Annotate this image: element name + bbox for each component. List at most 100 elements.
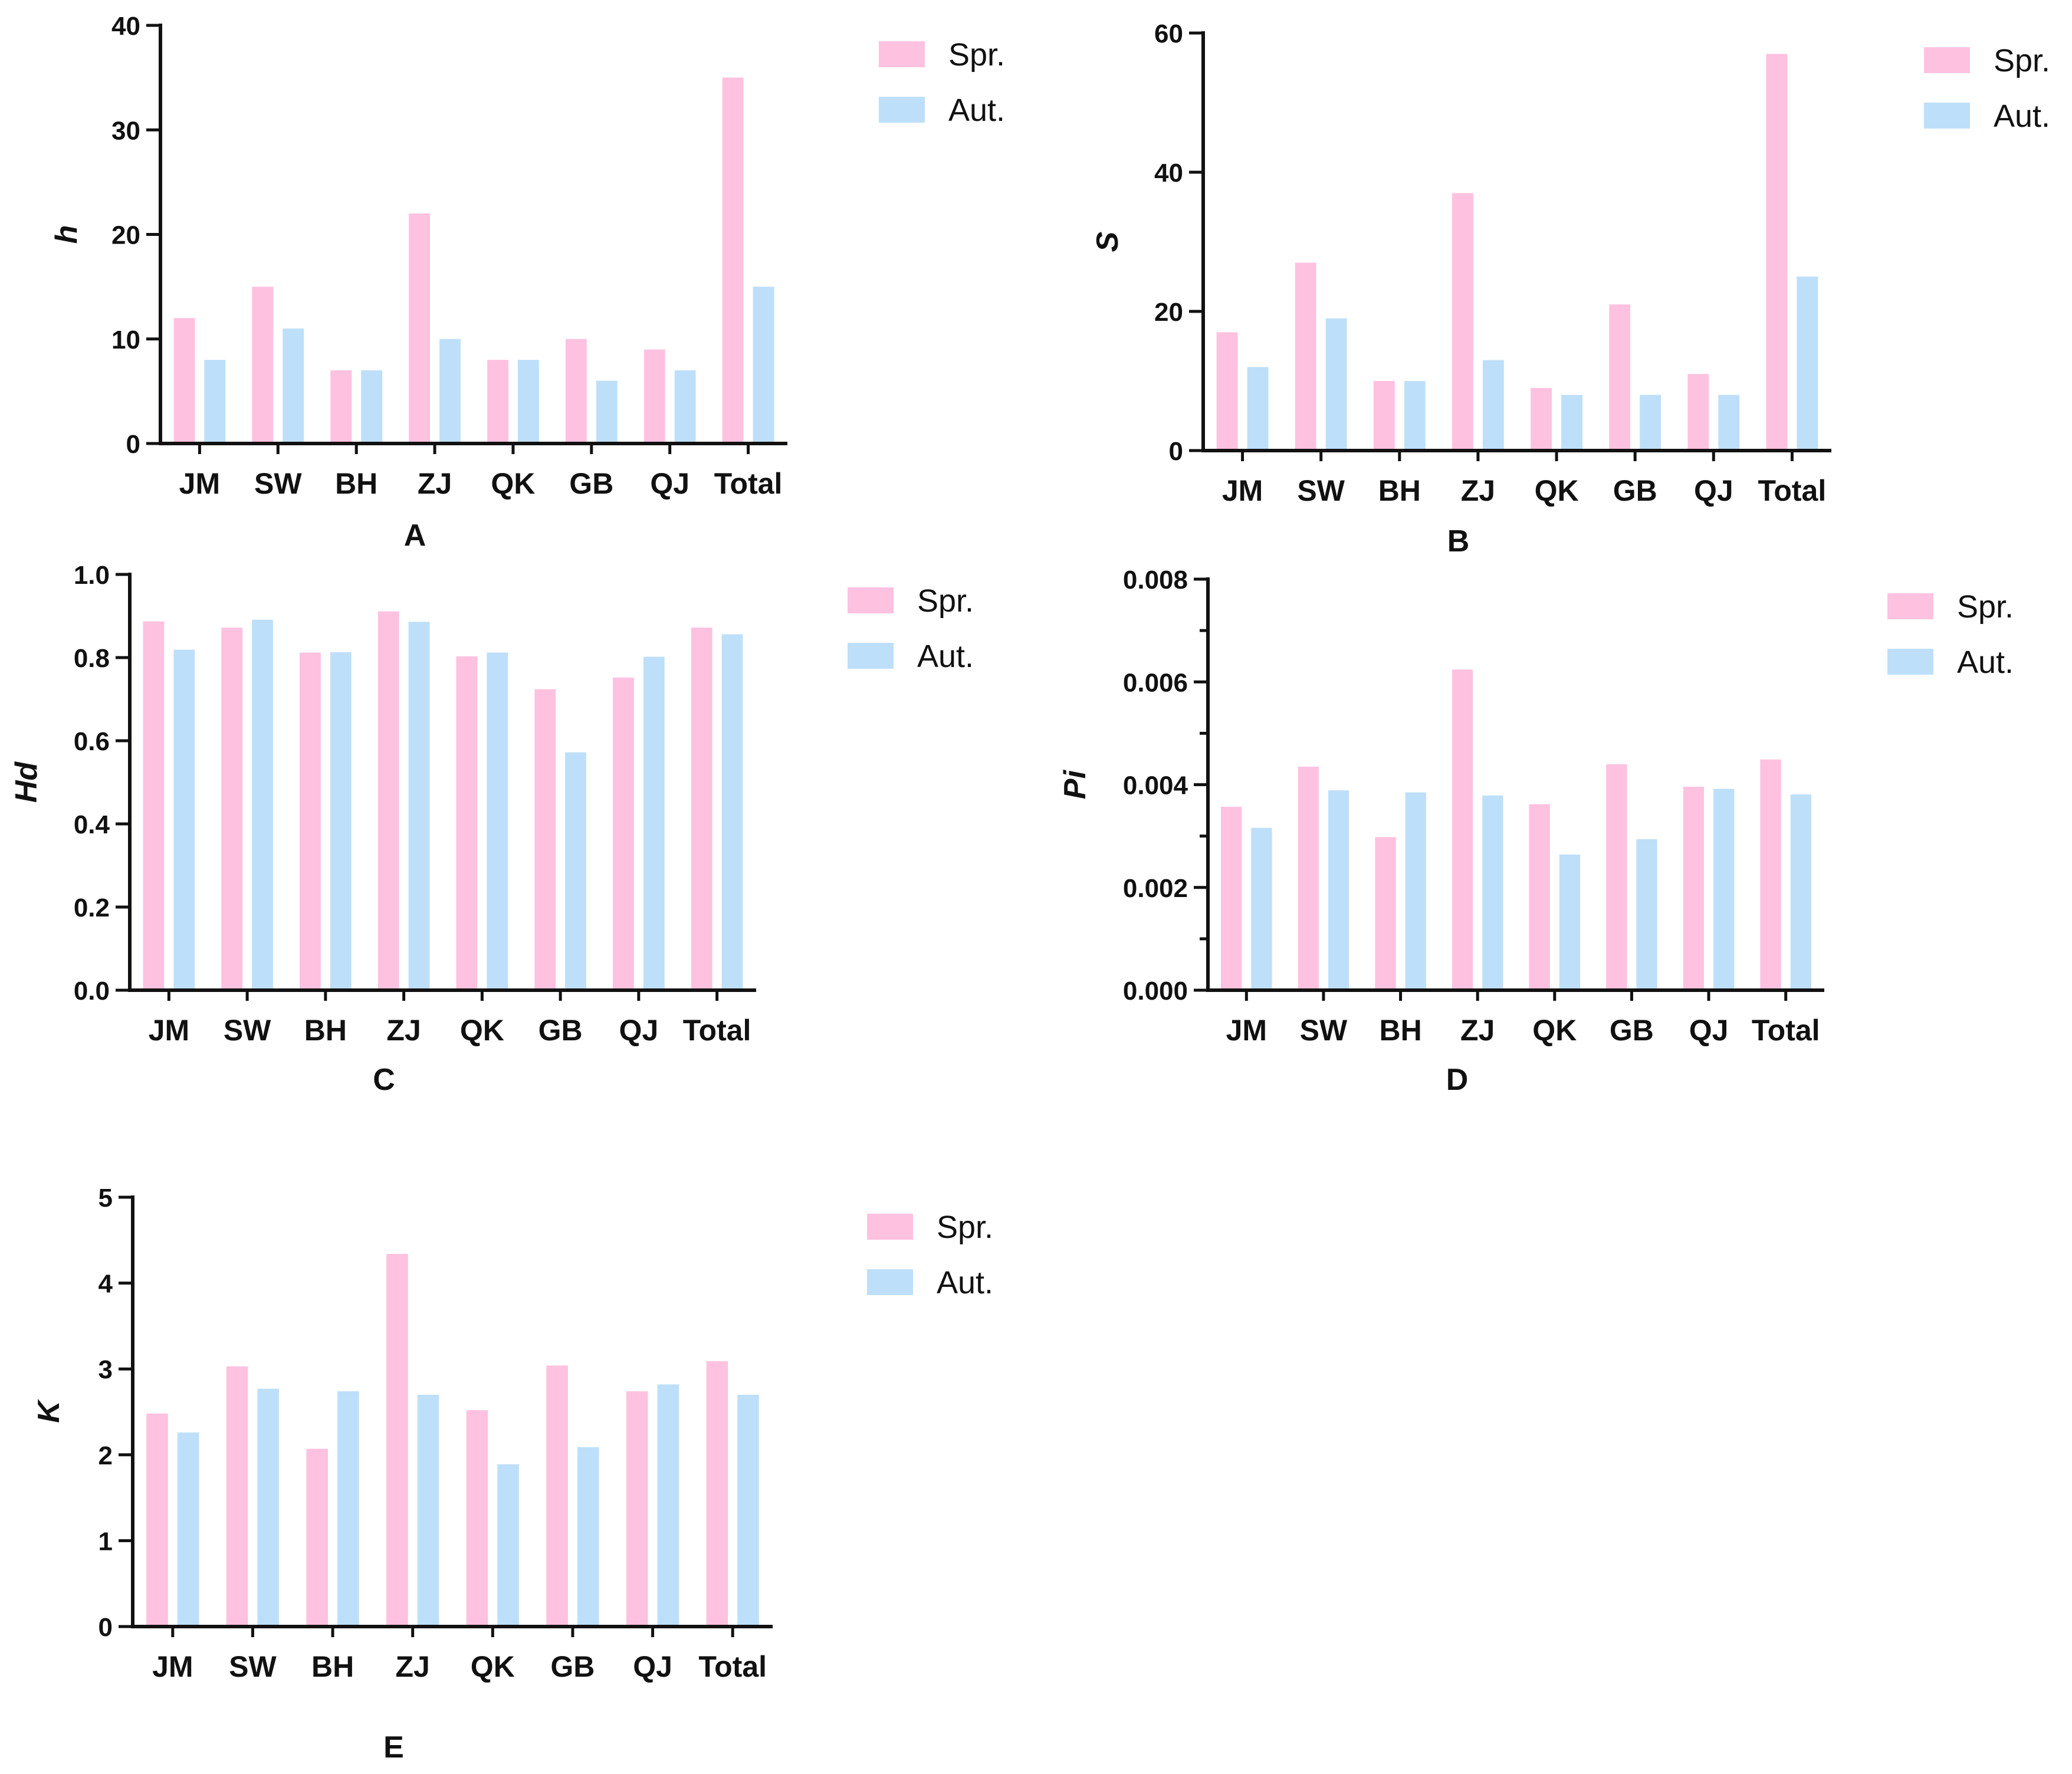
bar-b-aut-sw	[1325, 318, 1347, 451]
panel-label-c: C	[373, 1063, 395, 1097]
y-tick-label-d-3: 0.006	[1123, 668, 1188, 697]
bar-a-spr-bh	[330, 370, 352, 443]
bar-d-spr-total	[1760, 759, 1781, 990]
bar-c-spr-jm	[143, 621, 165, 990]
y-tick-label-c-2: 0.4	[74, 810, 110, 839]
x-tick-label-d-sw: SW	[1300, 1014, 1348, 1047]
bar-d-aut-sw	[1328, 790, 1349, 990]
x-tick-label-c-sw: SW	[224, 1014, 271, 1047]
y-tick-label-b-2: 40	[1154, 159, 1183, 188]
y-tick-label-a-3: 30	[111, 116, 140, 145]
legend-swatch-c-aut	[848, 643, 894, 669]
bar-e-aut-qj	[657, 1384, 679, 1627]
bar-c-spr-qk	[456, 656, 478, 990]
panel-label-a: A	[404, 518, 426, 553]
bar-e-spr-zj	[386, 1254, 408, 1627]
bar-c-aut-gb	[565, 752, 586, 990]
legend-label-c-spr: Spr.	[917, 583, 974, 619]
x-tick-label-a-qj: QJ	[650, 467, 689, 500]
x-tick-label-b-zj: ZJ	[1461, 474, 1495, 507]
bar-a-aut-zj	[439, 339, 461, 444]
bar-a-spr-qj	[643, 349, 665, 443]
x-tick-label-a-jm: JM	[179, 467, 220, 500]
bar-a-aut-jm	[204, 360, 226, 443]
bar-b-spr-bh	[1373, 381, 1395, 451]
bar-d-aut-total	[1790, 794, 1811, 990]
x-tick-label-e-sw: SW	[229, 1650, 277, 1683]
bar-b-spr-gb	[1609, 304, 1631, 451]
legend-e: Spr. Aut.	[867, 1210, 993, 1300]
y-axis-title-d: Pi	[1058, 769, 1092, 799]
bar-a-aut-sw	[283, 328, 304, 443]
legend-label-b-aut: Aut.	[1994, 98, 2050, 134]
x-tick-label-a-bh: BH	[335, 467, 377, 500]
bar-c-spr-total	[691, 628, 712, 990]
y-axis-title-c: Hd	[9, 761, 44, 803]
y-axis-title-e: K	[32, 1399, 66, 1423]
y-tick-label-d-4: 0.008	[1123, 566, 1188, 594]
bar-b-aut-gb	[1640, 395, 1661, 451]
bar-c-aut-jm	[173, 649, 195, 990]
x-tick-label-e-gb: GB	[550, 1650, 595, 1683]
bar-d-aut-bh	[1405, 792, 1426, 990]
x-tick-label-b-total: Total	[1758, 474, 1827, 507]
y-tick-label-d-0: 0.000	[1123, 977, 1188, 1006]
bar-e-aut-qk	[497, 1464, 519, 1627]
y-tick-label-e-1: 1	[98, 1527, 113, 1556]
legend-swatch-e-spr	[867, 1214, 913, 1240]
bar-d-aut-qk	[1559, 855, 1581, 990]
bar-a-aut-qj	[674, 370, 696, 443]
panel-label-e: E	[383, 1730, 404, 1765]
bar-e-aut-bh	[337, 1391, 359, 1627]
bar-a-spr-total	[722, 77, 744, 444]
x-tick-label-a-gb: GB	[569, 467, 613, 500]
x-tick-label-d-zj: ZJ	[1460, 1014, 1495, 1047]
bar-c-spr-zj	[377, 611, 399, 990]
y-tick-label-e-4: 4	[98, 1270, 113, 1299]
bar-b-aut-qk	[1561, 395, 1582, 451]
bar-b-aut-zj	[1482, 360, 1504, 451]
bar-b-spr-total	[1766, 54, 1788, 451]
bar-a-spr-qk	[487, 360, 508, 443]
x-tick-label-a-sw: SW	[254, 467, 302, 500]
bar-a-aut-gb	[596, 380, 618, 443]
x-tick-label-b-gb: GB	[1613, 474, 1657, 507]
legend-label-a-spr: Spr.	[948, 37, 1005, 73]
bar-d-aut-qj	[1713, 789, 1735, 990]
legend-swatch-a-spr	[879, 41, 925, 67]
x-tick-label-d-qj: QJ	[1689, 1014, 1729, 1047]
y-tick-label-b-3: 60	[1154, 19, 1183, 48]
x-tick-label-e-qk: QK	[471, 1650, 515, 1683]
legend-swatch-d-aut	[1887, 649, 1933, 675]
legend-label-d-spr: Spr.	[1957, 589, 2014, 625]
y-tick-label-b-1: 20	[1154, 298, 1183, 327]
y-axis-title-a: h	[50, 225, 84, 244]
bar-e-aut-zj	[417, 1394, 439, 1627]
bar-d-aut-gb	[1636, 839, 1657, 990]
legend-swatch-a-aut	[879, 97, 925, 123]
bar-e-spr-bh	[306, 1448, 328, 1627]
y-axis-title-b: S	[1091, 231, 1125, 252]
x-tick-label-d-qk: QK	[1532, 1014, 1577, 1047]
bar-b-spr-zj	[1452, 193, 1473, 451]
bar-b-aut-bh	[1404, 381, 1426, 451]
bar-b-aut-total	[1797, 277, 1818, 451]
y-tick-label-d-1: 0.002	[1123, 874, 1188, 903]
bar-c-aut-qj	[643, 656, 665, 990]
x-tick-label-c-bh: BH	[304, 1014, 347, 1047]
bar-d-spr-sw	[1298, 767, 1319, 990]
bar-c-aut-sw	[252, 619, 273, 990]
bar-b-spr-qk	[1531, 387, 1552, 451]
bar-a-aut-bh	[361, 370, 383, 443]
y-tick-label-c-5: 1.0	[74, 561, 110, 590]
y-tick-label-a-0: 0	[126, 430, 140, 459]
y-tick-label-e-2: 2	[98, 1441, 113, 1470]
x-tick-label-b-qj: QJ	[1694, 474, 1733, 507]
bar-b-spr-jm	[1216, 332, 1238, 451]
bar-d-spr-gb	[1606, 764, 1627, 990]
x-tick-label-b-qk: QK	[1535, 474, 1579, 507]
x-tick-label-b-sw: SW	[1297, 474, 1345, 507]
legend-swatch-c-spr	[848, 587, 894, 613]
x-tick-label-d-bh: BH	[1379, 1014, 1421, 1047]
